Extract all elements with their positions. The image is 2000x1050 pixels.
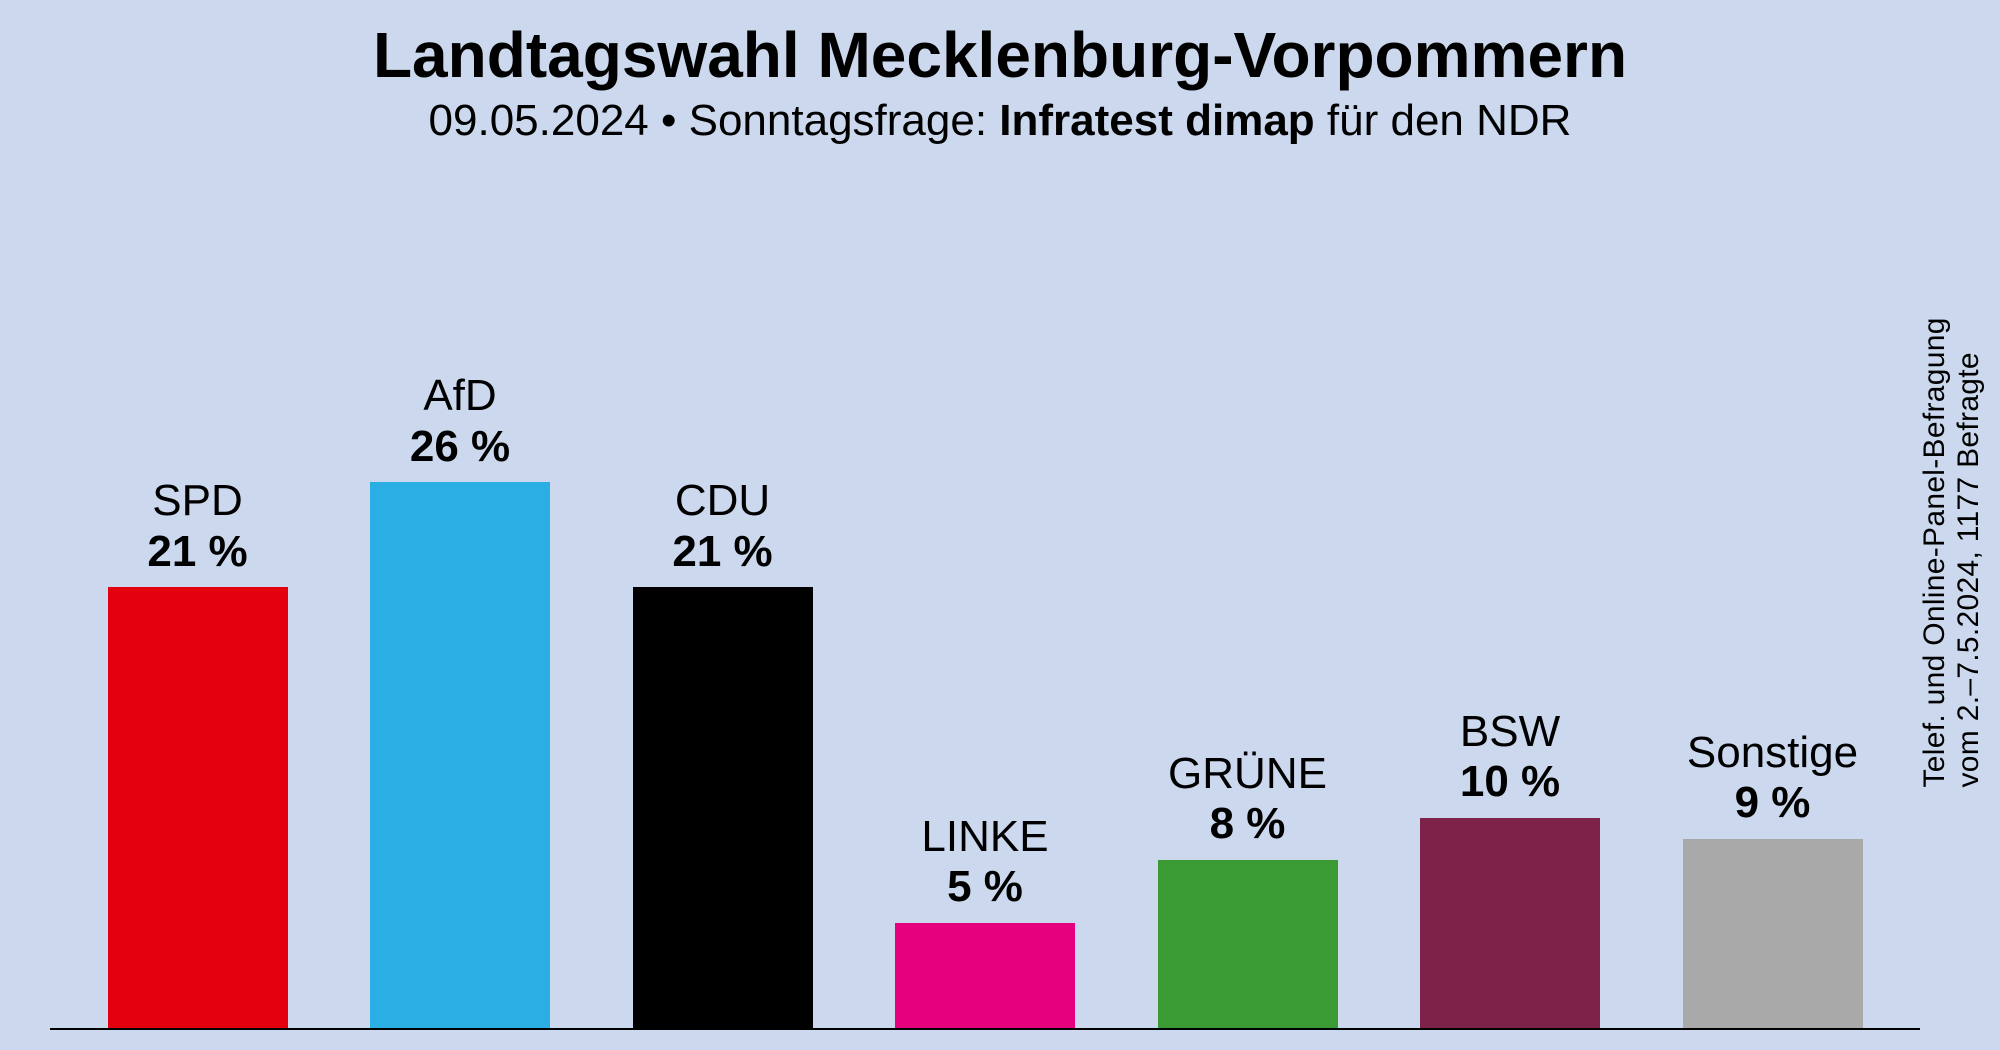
bar-group: LINKE5 % (870, 144, 1100, 1028)
party-value-label: 10 % (1460, 757, 1560, 808)
bars-container: SPD21 %AfD26 %CDU21 %LINKE5 %GRÜNE8 %BSW… (50, 144, 1920, 1028)
party-value-label: 21 % (672, 527, 772, 578)
party-value-label: 26 % (410, 422, 510, 473)
x-axis-baseline (50, 1028, 1920, 1030)
chart-title: Landtagswahl Mecklenburg-Vorpommern (0, 18, 2000, 92)
party-value-label: 9 % (1735, 778, 1811, 829)
party-name-label: SPD (152, 476, 242, 527)
party-value-label: 5 % (947, 862, 1023, 913)
bar (1420, 818, 1600, 1028)
bar (895, 923, 1075, 1028)
bar-group: SPD21 % (83, 144, 313, 1028)
bar-group: GRÜNE8 % (1133, 144, 1363, 1028)
bar (1683, 839, 1863, 1028)
bar (1158, 860, 1338, 1028)
plot-area: SPD21 %AfD26 %CDU21 %LINKE5 %GRÜNE8 %BSW… (50, 146, 1920, 1030)
bar-group: BSW10 % (1395, 144, 1625, 1028)
bar-group: Sonstige9 % (1658, 144, 1888, 1028)
party-name-label: LINKE (921, 812, 1048, 863)
party-name-label: Sonstige (1687, 728, 1858, 779)
bar-group: AfD26 % (345, 144, 575, 1028)
bar (370, 482, 550, 1028)
subtitle-bold: Infratest dimap (999, 96, 1314, 145)
subtitle-suffix: für den NDR (1315, 96, 1572, 145)
party-name-label: AfD (423, 371, 496, 422)
party-value-label: 8 % (1210, 799, 1286, 850)
bar-group: CDU21 % (608, 144, 838, 1028)
party-name-label: CDU (675, 476, 770, 527)
survey-method-note: Telef. und Online-Panel-Befragung vom 2.… (1918, 263, 1986, 788)
poll-bar-chart: Landtagswahl Mecklenburg-Vorpommern 09.0… (0, 0, 2000, 1050)
party-name-label: GRÜNE (1168, 749, 1327, 800)
bar (633, 587, 813, 1028)
chart-subtitle: 09.05.2024 • Sonntagsfrage: Infratest di… (0, 96, 2000, 146)
chart-header: Landtagswahl Mecklenburg-Vorpommern 09.0… (0, 0, 2000, 146)
subtitle-prefix: 09.05.2024 • Sonntagsfrage: (429, 96, 1000, 145)
party-value-label: 21 % (147, 527, 247, 578)
bar (108, 587, 288, 1028)
party-name-label: BSW (1460, 707, 1560, 758)
